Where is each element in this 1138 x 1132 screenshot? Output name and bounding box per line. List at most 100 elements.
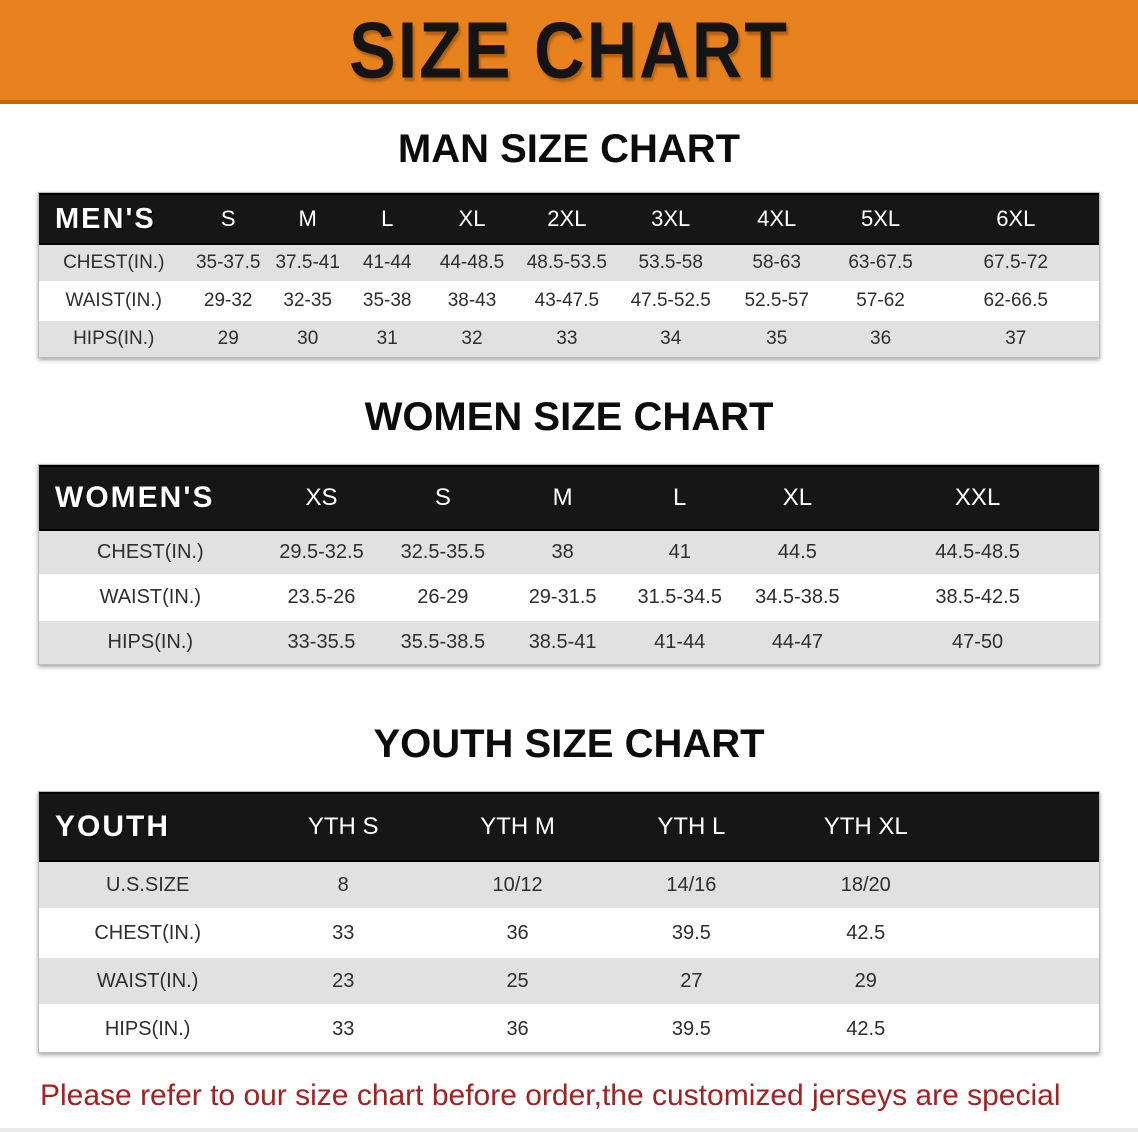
- size-value-cell: 35.5-38.5: [381, 619, 505, 664]
- size-value-cell: 41-44: [347, 243, 427, 282]
- size-value-cell: 38: [504, 529, 621, 575]
- size-value-cell: 23: [256, 956, 431, 1005]
- man-size-table-wrap: MEN'S S M L XL 2XL 3XL 4XL 5XL 6XL CHEST(IN.) 35-37…: [38, 192, 1100, 358]
- row-label: U.S.SIZE: [39, 860, 257, 909]
- size-value-cell: 44-48.5: [426, 243, 518, 282]
- table-title-cell: YOUTH: [39, 792, 257, 862]
- youth-section-heading: YOUTH SIZE CHART: [373, 722, 765, 766]
- row-label: WAIST(IN.): [39, 574, 262, 620]
- size-header-row: WOMEN'S XS S M L XL XXL: [39, 465, 1099, 531]
- size-column-header: XXL: [856, 465, 1099, 531]
- size-header-row: YOUTH YTH S YTH M YTH L YTH XL: [39, 792, 1099, 862]
- table-row: HIPS(IN.) 29 30 31 32 33 34 35 36 37: [39, 319, 1099, 357]
- size-column-header: YTH L: [605, 792, 778, 862]
- spacer-cell: [953, 792, 1099, 862]
- size-column-header: YTH M: [430, 792, 606, 862]
- size-value-cell: 33: [256, 1004, 431, 1052]
- size-value-cell: 38-43: [426, 281, 518, 320]
- size-value-cell: 41: [620, 529, 739, 575]
- disclaimer-line-1: Please refer to our size chart before or…: [40, 1079, 1061, 1132]
- women-section-heading: WOMEN SIZE CHART: [364, 395, 774, 439]
- size-column-header: S: [188, 193, 268, 245]
- size-column-header: XL: [738, 465, 857, 531]
- table-row: WAIST(IN.) 23.5-26 26-29 29-31.5 31.5-34.5 34…: [39, 574, 1099, 620]
- size-value-cell: 32.5-35.5: [381, 529, 505, 575]
- size-value-cell: 36: [828, 319, 933, 357]
- size-value-cell: 23.5-26: [261, 574, 382, 620]
- size-value-cell: 42.5: [777, 1004, 954, 1052]
- size-value-cell: 33: [517, 319, 617, 357]
- row-label: WAIST(IN.): [39, 281, 189, 320]
- banner: SIZE CHART: [0, 0, 1138, 104]
- size-value-cell: 18/20: [777, 860, 954, 909]
- size-value-cell: 25: [430, 956, 606, 1005]
- size-column-header: 3XL: [616, 193, 725, 245]
- size-value-cell: 37: [932, 319, 1099, 357]
- size-value-cell: 47-50: [856, 619, 1099, 664]
- table-row: HIPS(IN.) 33-35.5 35.5-38.5 38.5-41 41-44 44-…: [39, 619, 1099, 664]
- size-value-cell: 27: [605, 956, 778, 1005]
- size-value-cell: 31.5-34.5: [620, 574, 739, 620]
- bottom-edge-strip: [0, 1128, 1138, 1132]
- row-label: HIPS(IN.): [39, 619, 262, 664]
- youth-size-table: YOUTH YTH S YTH M YTH L YTH XL U.S.SIZE 8 10/12…: [39, 792, 1099, 1052]
- size-value-cell: 8: [256, 860, 431, 909]
- size-column-header: L: [347, 193, 427, 245]
- size-value-cell: 63-67.5: [828, 243, 933, 282]
- size-column-header: YTH S: [256, 792, 431, 862]
- size-value-cell: 42.5: [777, 908, 954, 957]
- size-column-header: 6XL: [932, 193, 1099, 245]
- row-label: WAIST(IN.): [39, 956, 257, 1005]
- size-column-header: 2XL: [517, 193, 617, 245]
- size-value-cell: 44.5-48.5: [856, 529, 1099, 575]
- table-row: HIPS(IN.) 33 36 39.5 42.5: [39, 1004, 1099, 1052]
- size-column-header: S: [381, 465, 505, 531]
- size-value-cell: 58-63: [724, 243, 829, 282]
- man-section-heading: MAN SIZE CHART: [397, 127, 741, 171]
- spacer-cell: [953, 1004, 1099, 1052]
- size-value-cell: 32-35: [267, 281, 348, 320]
- size-value-cell: 52.5-57: [724, 281, 829, 320]
- women-size-table: WOMEN'S XS S M L XL XXL CHEST(IN.) 29.5-32.5 32.5…: [39, 465, 1099, 664]
- row-label: CHEST(IN.): [39, 908, 257, 957]
- size-value-cell: 38.5-41: [504, 619, 621, 664]
- row-label: HIPS(IN.): [39, 1004, 257, 1052]
- size-value-cell: 38.5-42.5: [856, 574, 1099, 620]
- table-row: CHEST(IN.) 35-37.5 37.5-41 41-44 44-48.5 48.5…: [39, 243, 1099, 282]
- size-value-cell: 29: [777, 956, 954, 1005]
- size-value-cell: 62-66.5: [932, 281, 1099, 320]
- spacer-cell: [953, 956, 1099, 1005]
- size-column-header: M: [267, 193, 348, 245]
- size-value-cell: 10/12: [430, 860, 606, 909]
- size-value-cell: 35-38: [347, 281, 427, 320]
- size-column-header: M: [504, 465, 621, 531]
- disclaimer-text: Please refer to our size chart before or…: [40, 1073, 1114, 1132]
- size-value-cell: 37.5-41: [267, 243, 348, 282]
- size-value-cell: 29-31.5: [504, 574, 621, 620]
- table-row: WAIST(IN.) 23 25 27 29: [39, 956, 1099, 1005]
- size-value-cell: 26-29: [381, 574, 505, 620]
- size-column-header: 5XL: [828, 193, 933, 245]
- size-value-cell: 33-35.5: [261, 619, 382, 664]
- man-size-table: MEN'S S M L XL 2XL 3XL 4XL 5XL 6XL CHEST(IN.) 35-37…: [39, 193, 1099, 357]
- size-value-cell: 41-44: [620, 619, 739, 664]
- size-value-cell: 31: [347, 319, 427, 357]
- size-value-cell: 36: [430, 908, 606, 957]
- size-value-cell: 57-62: [828, 281, 933, 320]
- size-value-cell: 32: [426, 319, 518, 357]
- women-size-table-wrap: WOMEN'S XS S M L XL XXL CHEST(IN.) 29.5-32.5 32.5…: [38, 464, 1100, 665]
- size-value-cell: 44.5: [738, 529, 857, 575]
- size-value-cell: 39.5: [605, 908, 778, 957]
- table-row: U.S.SIZE 8 10/12 14/16 18/20: [39, 860, 1099, 909]
- size-column-header: XS: [261, 465, 382, 531]
- size-value-cell: 36: [430, 1004, 606, 1052]
- row-label: HIPS(IN.): [39, 319, 189, 357]
- size-value-cell: 29.5-32.5: [261, 529, 382, 575]
- size-value-cell: 67.5-72: [932, 243, 1099, 282]
- size-value-cell: 14/16: [605, 860, 778, 909]
- size-value-cell: 47.5-52.5: [616, 281, 725, 320]
- row-label: CHEST(IN.): [39, 243, 189, 282]
- youth-size-table-wrap: YOUTH YTH S YTH M YTH L YTH XL U.S.SIZE 8 10/12…: [38, 791, 1100, 1053]
- size-column-header: YTH XL: [777, 792, 954, 862]
- size-value-cell: 34.5-38.5: [738, 574, 857, 620]
